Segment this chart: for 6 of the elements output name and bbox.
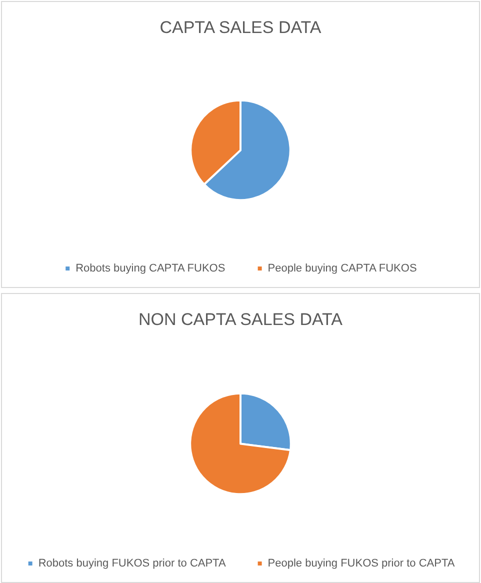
chart-title: NON CAPTA SALES DATA: [138, 310, 344, 329]
legend-label: Robots buying FUKOS prior to CAPTA: [38, 558, 226, 570]
chart-title: CAPTA SALES DATA: [160, 18, 322, 37]
legend-label: Robots buying CAPTA FUKOS: [76, 262, 226, 274]
legend-label: People buying FUKOS prior to CAPTA: [268, 558, 456, 570]
legend-label: People buying CAPTA FUKOS: [268, 262, 417, 274]
